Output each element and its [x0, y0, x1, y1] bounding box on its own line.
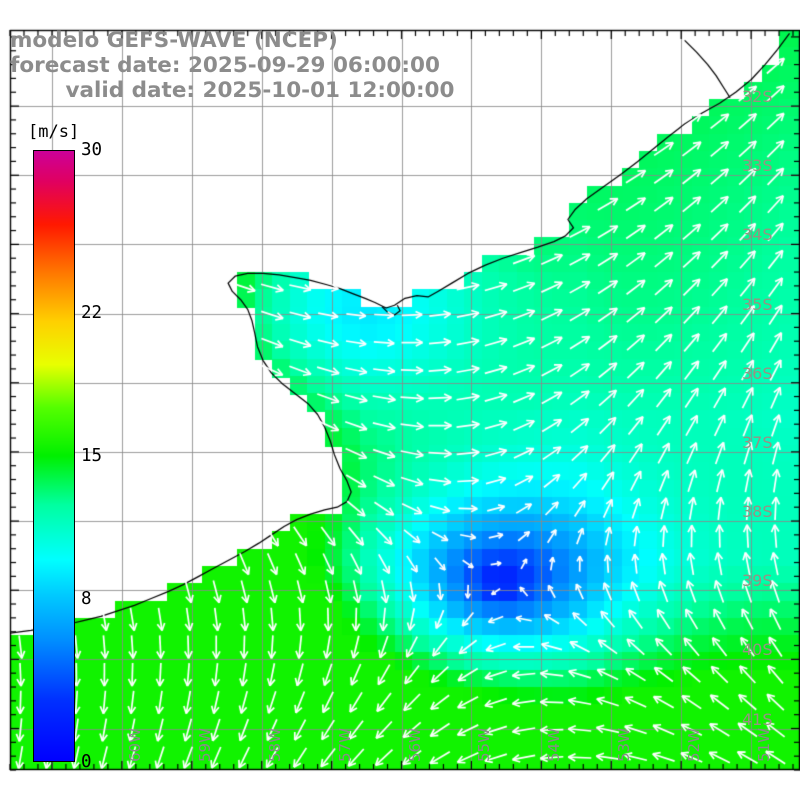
lat-label-41S: 41S [742, 709, 773, 729]
colorbar-unit-label: [m/s] [28, 122, 80, 142]
lon-label-58W: 58W [265, 728, 284, 762]
colorbar-tick-22: 22 [81, 303, 103, 324]
lon-label-60W: 60W [125, 728, 144, 762]
lat-label-32S: 32S [742, 87, 773, 107]
lat-label-38S: 38S [742, 502, 773, 522]
lat-label-34S: 34S [742, 225, 773, 245]
lon-label-51W: 51W [755, 728, 774, 762]
colorbar-tick-15: 15 [81, 446, 103, 466]
lat-label-36S: 36S [742, 363, 773, 383]
lon-label-55W: 55W [475, 728, 494, 762]
lon-label-53W: 53W [615, 728, 634, 762]
colorbar-tick-0: 0 [81, 752, 92, 772]
lat-label-40S: 40S [742, 640, 773, 660]
lat-label-39S: 39S [742, 571, 773, 591]
lat-label-37S: 37S [742, 432, 773, 452]
lat-label-35S: 35S [742, 294, 773, 314]
colorbar-legend[interactable]: [m/s] 30 22 15 8 0 [28, 122, 102, 772]
colorbar-gradient [34, 151, 74, 761]
lon-label-52W: 52W [685, 728, 704, 762]
colorbar-tick-8: 8 [81, 588, 92, 609]
colorbar-tick-30: 30 [81, 140, 103, 160]
lon-label-59W: 59W [195, 728, 214, 762]
lon-label-54W: 54W [545, 728, 564, 762]
lon-label-56W: 56W [405, 728, 424, 762]
lon-label-57W: 57W [335, 728, 354, 762]
lat-label-33S: 33S [742, 156, 773, 176]
colorbar-box [33, 150, 75, 762]
